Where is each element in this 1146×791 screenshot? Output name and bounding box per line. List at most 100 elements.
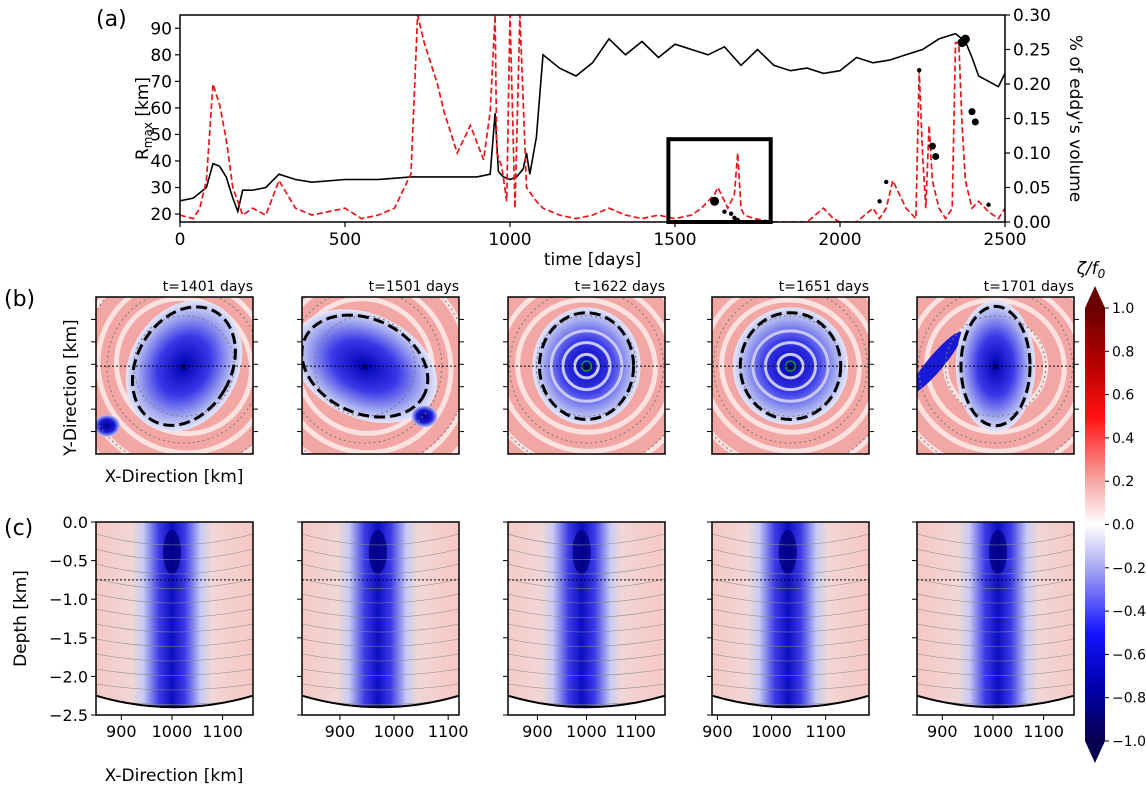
y-tick-label: −1.5 xyxy=(49,629,88,648)
colorbar-tick-label: −0.2 xyxy=(1112,561,1146,577)
x-tick-label: 2000 xyxy=(818,230,861,250)
panel-a: 0 500 1000 1500 2000 2500 20 30 40 50 60 70 80 90 0.00… xyxy=(133,6,1085,270)
swirl-band xyxy=(917,297,1074,454)
event-point xyxy=(960,34,970,44)
snapshot-frame xyxy=(916,296,1075,455)
streamline xyxy=(106,297,253,444)
x-tick-label: 1000 xyxy=(751,722,792,741)
bathymetry-line xyxy=(916,694,1075,709)
x-axis-label: X-Direction [km] xyxy=(105,467,244,487)
density-contour xyxy=(712,638,869,647)
colorbar-tick-label: 0.4 xyxy=(1112,431,1134,447)
y-tick-label-right: 0.15 xyxy=(1013,110,1051,130)
event-point xyxy=(928,142,936,150)
snapshot-title: t=1401 days xyxy=(163,279,253,295)
snapshot-frame xyxy=(711,296,870,455)
x-tick-label: 900 xyxy=(702,722,733,741)
density-contour xyxy=(917,608,1074,618)
density-contour xyxy=(302,608,459,618)
snapshot-1: × t=1401 days xyxy=(91,279,258,455)
y-tick-label: −1.0 xyxy=(49,590,88,609)
density-contour xyxy=(96,533,253,546)
density-contour xyxy=(508,668,665,676)
snapshot-plot: × xyxy=(508,297,665,454)
density-contour xyxy=(917,638,1074,647)
bathymetry-fill xyxy=(302,695,459,715)
density-contour xyxy=(712,533,869,546)
snapshot-frame xyxy=(301,296,460,455)
snapshot-frame xyxy=(507,296,666,455)
center-marker: × xyxy=(180,362,188,373)
surface-core xyxy=(368,530,387,574)
colorbar-tick-label: 0.0 xyxy=(1112,518,1134,534)
density-contour xyxy=(508,608,665,618)
eddy-core xyxy=(302,309,437,423)
y-axis-label-left: Rmax [km] xyxy=(133,77,155,160)
density-contour xyxy=(508,593,665,604)
satellite-eddy xyxy=(96,414,120,437)
density-contour xyxy=(96,578,253,589)
swirl-band xyxy=(508,297,665,454)
colorbar-tick-label: 0.6 xyxy=(1112,388,1134,404)
bathymetry-line xyxy=(711,694,870,709)
colorbar-extend-bottom xyxy=(1085,741,1105,763)
x-axis-label: X-Direction [km] xyxy=(105,766,244,786)
density-contour xyxy=(302,653,459,662)
y-tick-label-right: 0.10 xyxy=(1013,144,1051,164)
y-axis-label-right: % of eddy's volume xyxy=(1065,35,1085,202)
bathymetry-line xyxy=(95,694,254,709)
density-contour xyxy=(712,578,869,589)
y-tick-label-left: 80 xyxy=(150,46,172,66)
rmax-series-line xyxy=(180,32,1005,215)
x-tick-label: 1100 xyxy=(1023,722,1064,741)
section-5: 900 1000 1100 xyxy=(912,521,1075,741)
swirl-band xyxy=(924,297,1067,435)
bathymetry-line xyxy=(507,694,666,709)
y-axis-label: Y-Direction [km] xyxy=(61,319,81,456)
density-contour xyxy=(302,623,459,633)
panel-b: × t=1401 days × t=1501 days × t=1622 days × t=1… xyxy=(61,279,1079,487)
x-axis-label: time [days] xyxy=(544,250,641,270)
section-4: 900 1000 1100 xyxy=(702,521,870,741)
section-plot xyxy=(302,522,459,715)
density-contour xyxy=(917,668,1074,676)
eddy-core xyxy=(125,300,243,432)
section-plot xyxy=(508,522,665,715)
bathymetry-fill xyxy=(508,695,665,715)
density-contour xyxy=(508,683,665,691)
y-tick-label-left: 70 xyxy=(150,72,172,92)
colorbar-tick-label: −1.0 xyxy=(1112,734,1146,750)
density-contour xyxy=(917,653,1074,662)
axes-frame-a xyxy=(179,14,1006,223)
bathymetry-fill xyxy=(96,695,253,715)
panel-label-c: (c) xyxy=(4,516,33,541)
y-axis-label: Depth [km] xyxy=(11,570,31,667)
eddy-boundary xyxy=(130,305,237,427)
eddy-core xyxy=(955,300,1036,432)
surface-core xyxy=(162,530,181,574)
density-contour xyxy=(508,653,665,662)
y-tick-label-right: 0.05 xyxy=(1013,179,1051,199)
snapshot-3: × t=1622 days xyxy=(503,279,670,455)
x-tick-label: 900 xyxy=(106,722,137,741)
density-contour xyxy=(96,638,253,647)
x-tick-label: 1000 xyxy=(374,722,415,741)
swirl-band xyxy=(712,297,869,454)
density-contour xyxy=(302,533,459,546)
y-tick-label-left: 50 xyxy=(150,125,172,145)
section-3: 900 1000 1100 xyxy=(503,521,666,741)
event-point xyxy=(728,211,734,216)
x-tick-label: 900 xyxy=(522,722,553,741)
spiral-arm xyxy=(573,352,600,380)
snapshot-title: t=1651 days xyxy=(779,279,869,295)
snapshot-plot: × xyxy=(302,297,459,454)
section-plot xyxy=(96,522,253,715)
density-contour xyxy=(712,653,869,662)
y-tick-label-right: 0.30 xyxy=(1013,6,1051,26)
snapshot-plot: × xyxy=(712,297,869,454)
event-point xyxy=(932,152,940,160)
x-tick-label: 0 xyxy=(175,230,186,250)
y-tick-label: −0.5 xyxy=(49,552,88,571)
colorbar-tick-label: −0.6 xyxy=(1112,647,1146,663)
x-tick-label: 2500 xyxy=(983,230,1026,250)
